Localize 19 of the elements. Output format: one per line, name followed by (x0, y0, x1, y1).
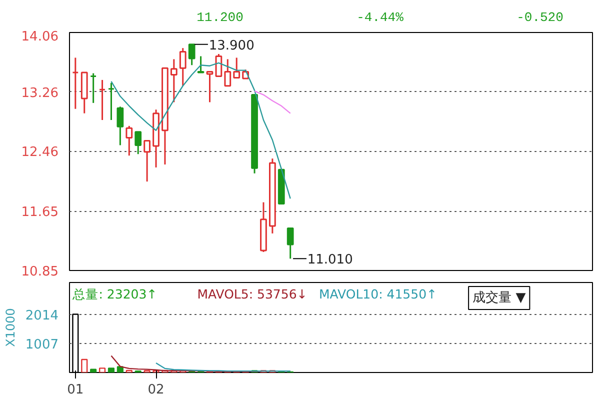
y-tick-label: 10.85 (21, 264, 58, 280)
x-tick-label: 02 (148, 382, 164, 398)
y-tick-label: 13.26 (21, 86, 58, 101)
y-tick-label: 14.06 (21, 30, 58, 44)
text: 成交量 ▼ (472, 290, 526, 306)
y-tick-label: 12.46 (21, 145, 58, 160)
y-tick-label: 2014 (25, 308, 59, 324)
text: -0.520 (516, 9, 564, 27)
y-axis-title: X1000 (3, 308, 18, 347)
text: 11.010 (307, 252, 353, 268)
y-tick-label: 11.65 (21, 205, 58, 220)
text: 11.200 (196, 9, 244, 27)
y-tick-label: 1007 (25, 337, 59, 352)
text: -4.44% (356, 9, 404, 27)
text: MAVOL10: 41550↑ (319, 286, 437, 302)
annotation: 总量: 23203↑ (72, 286, 158, 302)
annotation: 13.900 (208, 38, 254, 54)
annotation: MAVOL5: 53756↓ (197, 286, 308, 302)
x-tick-label: 01 (67, 382, 84, 398)
